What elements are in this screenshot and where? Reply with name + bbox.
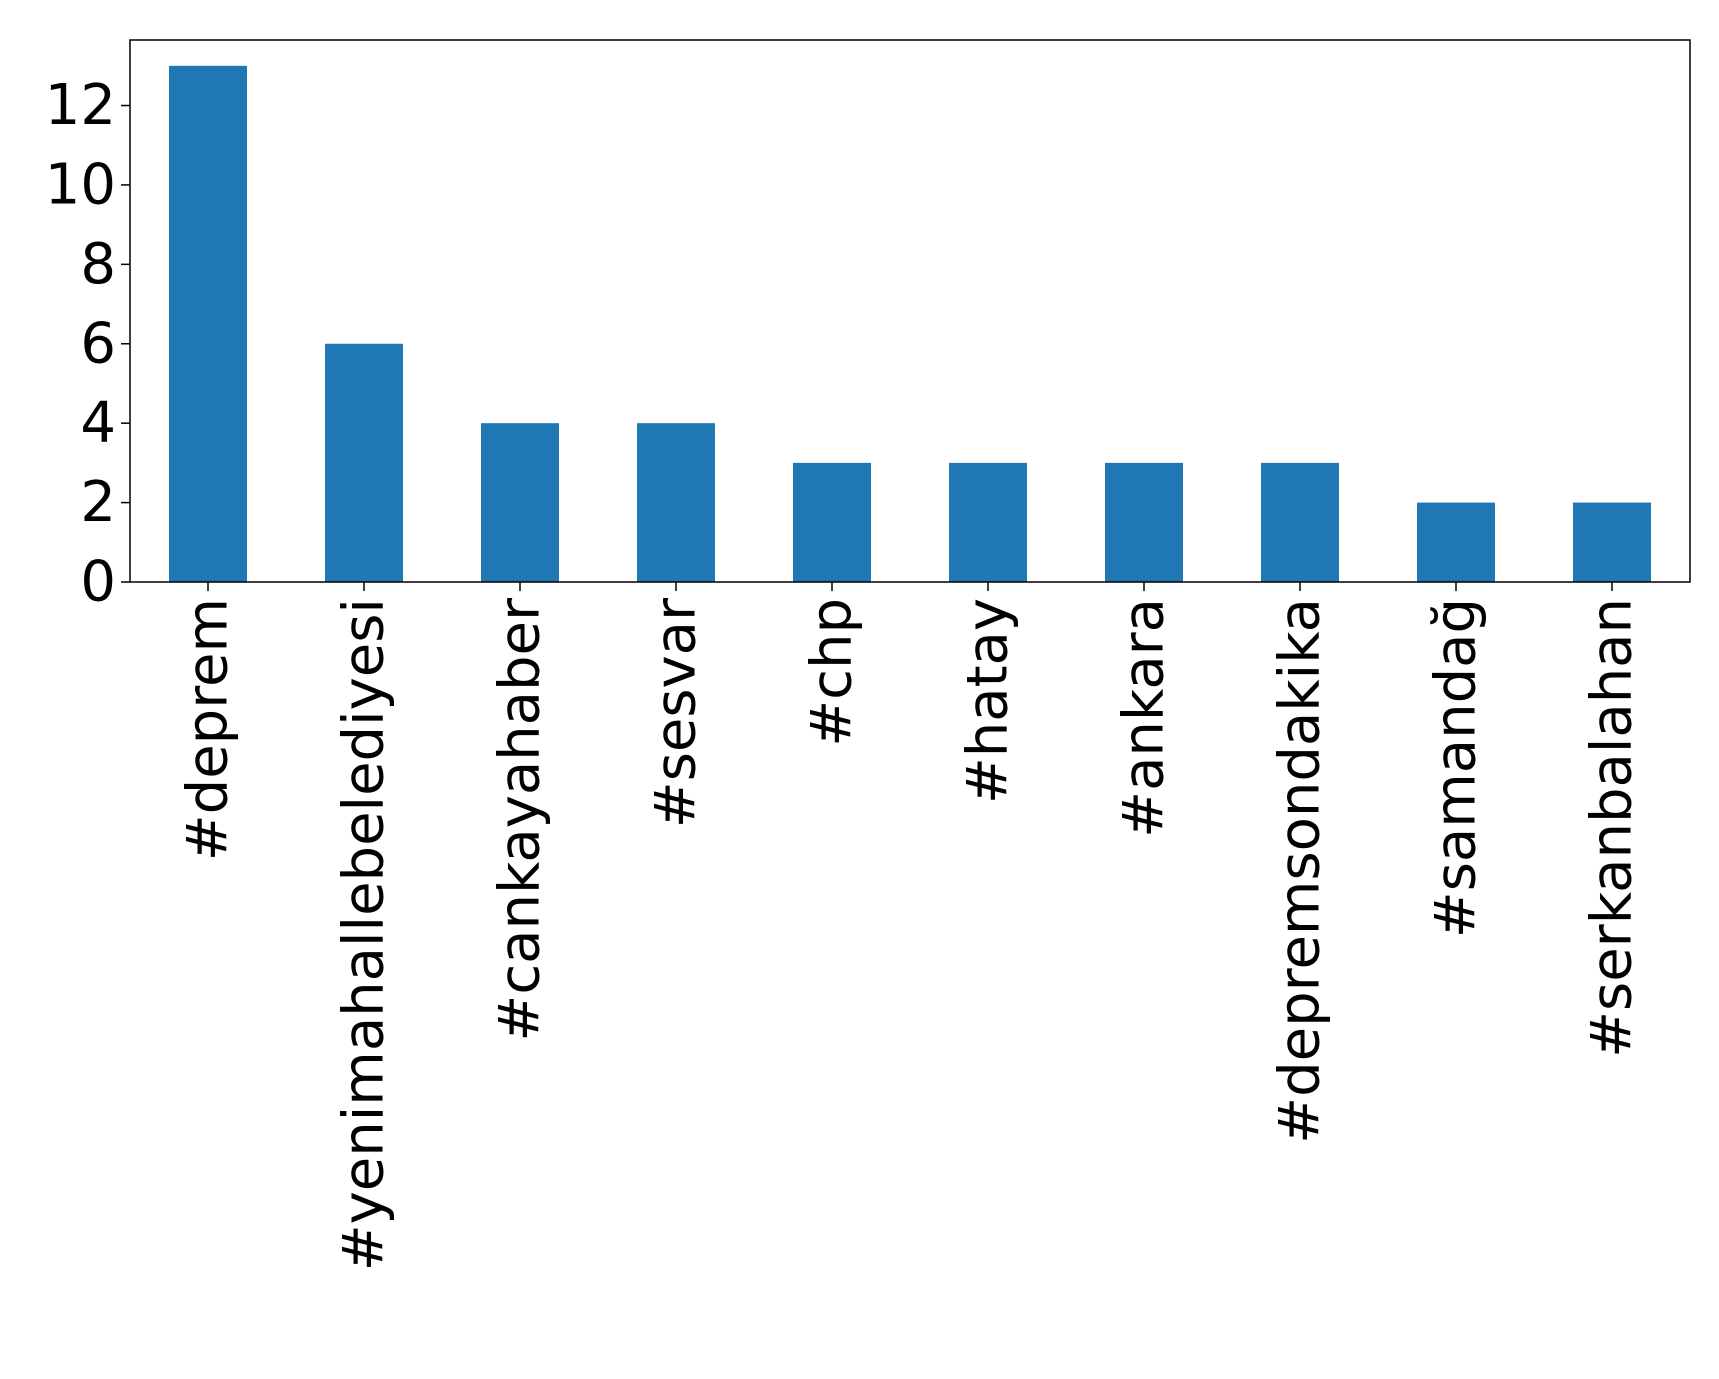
bar-8 [1417, 502, 1495, 582]
bar-0 [169, 65, 247, 583]
x-tick-label-5: #hatay [956, 598, 1021, 804]
bar-9 [1573, 502, 1651, 582]
bar-7 [1261, 462, 1339, 582]
bar-6 [1105, 462, 1183, 582]
plot-frame [129, 39, 1691, 583]
x-tick-label-6: #ankara [1112, 598, 1177, 838]
bars-group [169, 65, 1651, 583]
y-tick-label-0: 0 [80, 550, 116, 615]
y-tick-label-2: 4 [80, 391, 116, 456]
x-tick-label-4: #chp [800, 598, 865, 747]
x-axis: #deprem #yenimahallebelediyesi #cankayahab… [176, 582, 1645, 1271]
x-tick-label-0: #deprem [176, 598, 241, 861]
bar-5 [949, 462, 1027, 582]
y-tick-label-3: 6 [80, 311, 116, 376]
y-tick-label-1: 2 [80, 470, 116, 535]
bar-4 [793, 462, 871, 582]
x-tick-label-2: #cankayahaber [488, 597, 553, 1042]
y-tick-label-6: 12 [45, 73, 116, 138]
y-tick-label-5: 10 [45, 152, 116, 217]
y-tick-label-4: 8 [80, 232, 116, 297]
bar-1 [325, 343, 403, 582]
x-tick-label-1: #yenimahallebelediyesi [332, 598, 397, 1271]
x-tick-label-8: #samandağ [1424, 598, 1489, 938]
x-tick-label-9: #serkanbalahan [1580, 598, 1645, 1058]
bar-3 [637, 423, 715, 582]
y-axis: 0 2 4 6 8 10 12 [45, 73, 130, 615]
x-tick-label-7: #depremsondakika [1268, 598, 1333, 1144]
bar-2 [481, 423, 559, 582]
x-tick-label-3: #sesvar [644, 597, 709, 828]
